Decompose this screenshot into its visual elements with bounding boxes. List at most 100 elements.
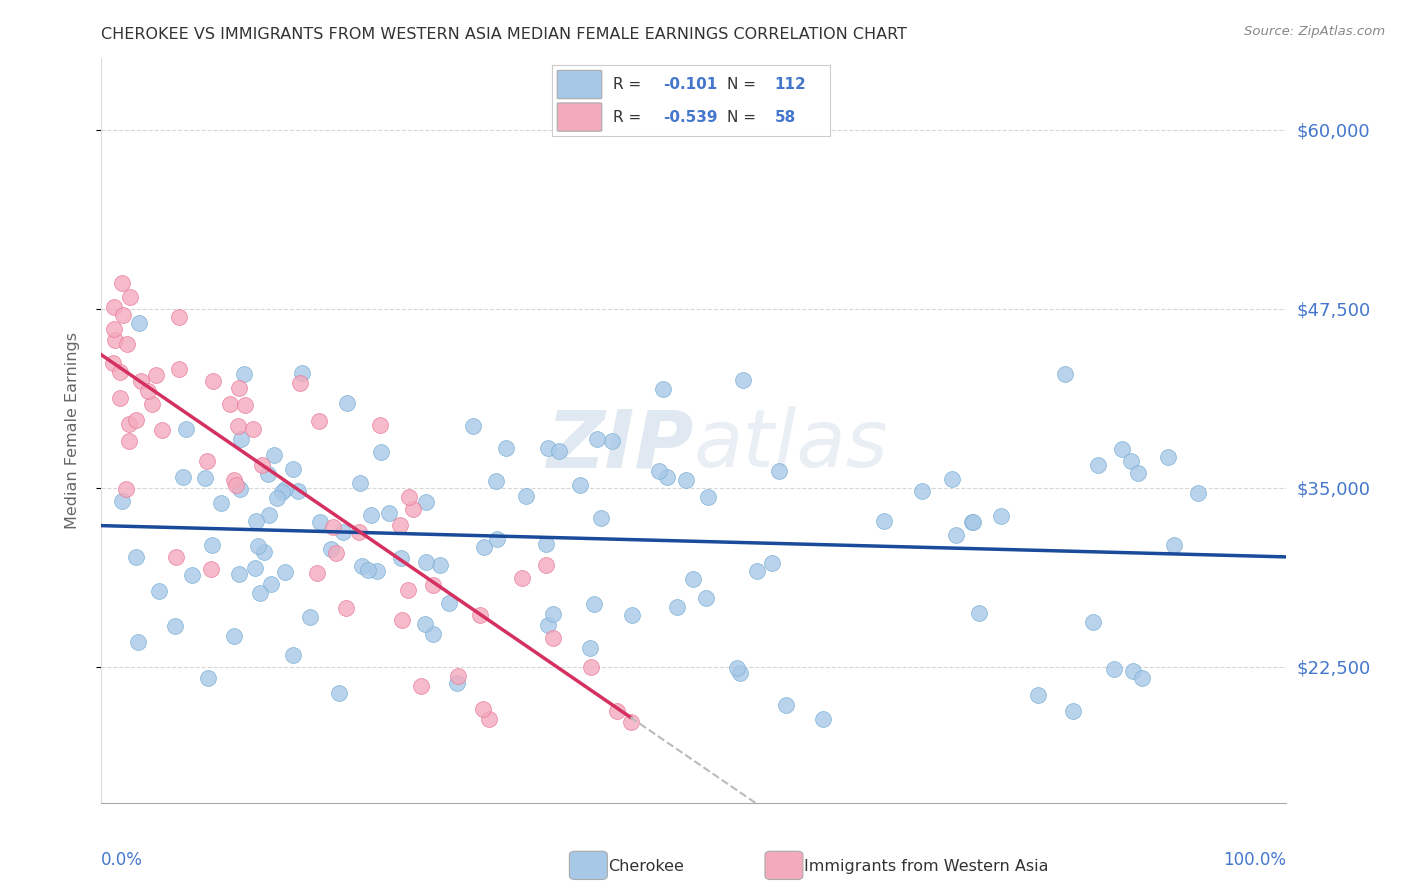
Point: [245, 514, 267, 528]
Point: [1187, 486, 1209, 500]
Point: [579, 660, 602, 674]
Point: [224, 629, 246, 643]
Point: [173, 470, 195, 484]
Point: [288, 376, 311, 390]
Point: [547, 444, 569, 458]
Point: [104, 333, 127, 347]
Point: [515, 489, 537, 503]
Point: [328, 686, 350, 700]
Point: [249, 586, 271, 600]
Point: [962, 515, 984, 529]
Point: [537, 442, 560, 456]
Point: [415, 495, 437, 509]
Point: [222, 473, 245, 487]
Point: [1122, 665, 1144, 679]
Point: [111, 494, 134, 508]
Point: [129, 374, 152, 388]
Point: [541, 607, 564, 621]
Point: [725, 661, 748, 675]
Y-axis label: Median Female Earnings: Median Female Earnings: [66, 332, 80, 529]
Point: [731, 373, 754, 387]
Point: [108, 365, 131, 379]
Point: [350, 559, 373, 574]
Point: [1026, 688, 1049, 702]
Point: [202, 374, 225, 388]
Text: 0.0%: 0.0%: [101, 851, 143, 869]
Point: [534, 558, 557, 572]
Point: [775, 698, 797, 713]
Point: [534, 537, 557, 551]
Point: [127, 634, 149, 648]
Point: [665, 600, 688, 615]
Point: [266, 491, 288, 506]
Point: [368, 418, 391, 433]
Point: [1087, 458, 1109, 473]
Text: 100.0%: 100.0%: [1223, 851, 1286, 869]
Point: [472, 702, 495, 716]
Point: [582, 597, 605, 611]
Point: [195, 454, 218, 468]
Point: [226, 418, 249, 433]
Point: [478, 712, 501, 726]
Point: [768, 464, 790, 478]
Point: [990, 508, 1012, 523]
Point: [967, 606, 990, 620]
Text: ZIP: ZIP: [547, 406, 695, 484]
Point: [229, 483, 252, 497]
Point: [243, 560, 266, 574]
Point: [225, 478, 247, 492]
Point: [281, 461, 304, 475]
Point: [682, 572, 704, 586]
Point: [1119, 453, 1142, 467]
Point: [335, 395, 357, 409]
Point: [606, 704, 628, 718]
Point: [118, 434, 141, 449]
Point: [697, 491, 720, 505]
Point: [1157, 450, 1180, 465]
Point: [621, 608, 644, 623]
Point: [247, 539, 270, 553]
Point: [388, 518, 411, 533]
Text: CHEROKEE VS IMMIGRANTS FROM WESTERN ASIA MEDIAN FEMALE EARNINGS CORRELATION CHAR: CHEROKEE VS IMMIGRANTS FROM WESTERN ASIA…: [101, 27, 907, 42]
Point: [589, 511, 612, 525]
Point: [411, 679, 433, 693]
Point: [761, 556, 783, 570]
Point: [360, 508, 382, 522]
Point: [108, 392, 131, 406]
Point: [257, 508, 280, 522]
Point: [941, 472, 963, 486]
Point: [141, 397, 163, 411]
Point: [118, 417, 141, 431]
Point: [537, 617, 560, 632]
Text: Cherokee: Cherokee: [609, 859, 685, 873]
Point: [148, 584, 170, 599]
Point: [197, 671, 219, 685]
Point: [619, 714, 641, 729]
Point: [281, 648, 304, 663]
Point: [233, 398, 256, 412]
Point: [1163, 538, 1185, 552]
Text: atlas: atlas: [695, 406, 889, 484]
Point: [229, 432, 252, 446]
Point: [332, 524, 354, 539]
Point: [568, 478, 591, 492]
Point: [335, 600, 357, 615]
Point: [307, 566, 329, 581]
Point: [274, 483, 297, 497]
Point: [728, 666, 751, 681]
Point: [1054, 367, 1077, 381]
Point: [389, 551, 412, 566]
Point: [960, 515, 983, 529]
Point: [169, 310, 191, 324]
Point: [439, 596, 461, 610]
Point: [415, 555, 437, 569]
Point: [873, 514, 896, 528]
Point: [1132, 671, 1154, 685]
Point: [349, 476, 371, 491]
Point: [322, 520, 344, 534]
Point: [366, 564, 388, 578]
Point: [370, 444, 392, 458]
Point: [110, 276, 132, 290]
Point: [152, 423, 174, 437]
Point: [468, 607, 491, 622]
